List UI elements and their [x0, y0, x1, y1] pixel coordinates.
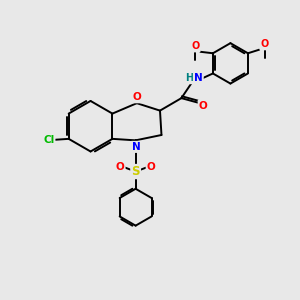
- Text: N: N: [194, 73, 203, 83]
- Text: S: S: [131, 165, 140, 178]
- Text: O: O: [147, 162, 155, 172]
- Text: O: O: [199, 100, 208, 111]
- Text: Cl: Cl: [43, 135, 54, 145]
- Text: O: O: [191, 41, 200, 51]
- Text: O: O: [116, 162, 124, 172]
- Text: O: O: [260, 39, 269, 49]
- Text: O: O: [133, 92, 142, 102]
- Text: H: H: [185, 73, 193, 83]
- Text: N: N: [132, 142, 141, 152]
